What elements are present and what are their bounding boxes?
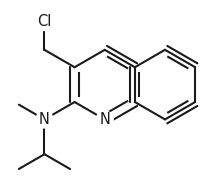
Circle shape [36, 111, 53, 128]
Text: Cl: Cl [37, 15, 52, 29]
Text: N: N [39, 112, 50, 127]
Circle shape [36, 14, 53, 30]
Text: N: N [99, 112, 110, 127]
Circle shape [96, 111, 113, 128]
